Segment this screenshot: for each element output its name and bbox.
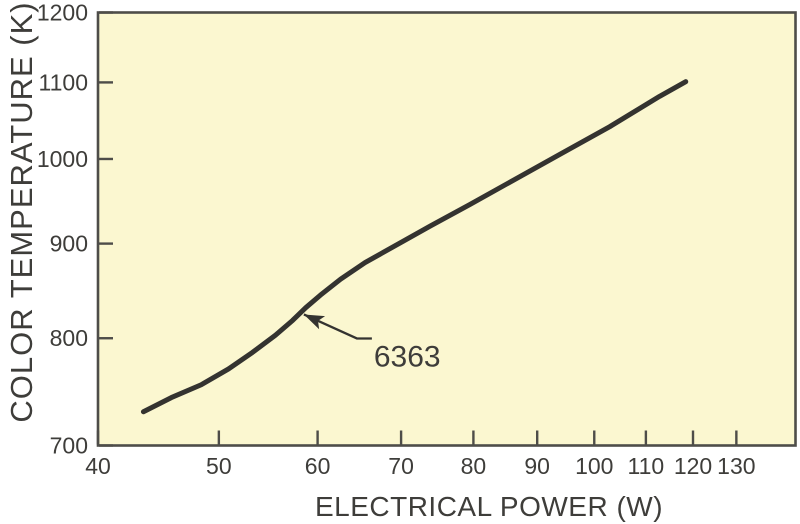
y-axis-ticks: 700 800 900 1000 1100 1200	[37, 0, 113, 459]
y-tick-label: 1100	[39, 69, 88, 95]
y-axis-label: COLOR TEMPERATURE (K)	[4, 1, 39, 422]
annotation-group: 6363	[303, 313, 441, 373]
x-tick-label: 110	[628, 453, 665, 479]
x-axis-ticks: 40 50 60 70 80 90 100 110 120 130	[85, 430, 756, 479]
annotation-label: 6363	[374, 340, 441, 373]
annotation-arrowhead-icon	[303, 314, 326, 330]
x-axis-label: ELECTRICAL POWER (W)	[315, 491, 663, 522]
y-tick-label: 1000	[37, 146, 88, 172]
x-tick-label: 50	[206, 453, 232, 479]
temperature-curve	[140, 79, 689, 415]
x-tick-label: 60	[305, 453, 331, 479]
y-tick-label: 900	[50, 231, 88, 257]
x-tick-label: 90	[524, 453, 550, 479]
x-tick-label: 120	[674, 453, 712, 479]
y-tick-label: 700	[50, 433, 88, 459]
plot-area	[96, 11, 797, 447]
annotation-arrow-shaft	[303, 313, 372, 340]
x-tick-label: 70	[388, 453, 414, 479]
x-tick-label: 80	[461, 453, 487, 479]
x-tick-label: 40	[85, 453, 111, 479]
y-tick-label: 800	[50, 325, 88, 351]
y-tick-label: 1200	[37, 0, 88, 26]
x-tick-label: 100	[575, 453, 613, 479]
x-tick-label: 130	[717, 453, 755, 479]
